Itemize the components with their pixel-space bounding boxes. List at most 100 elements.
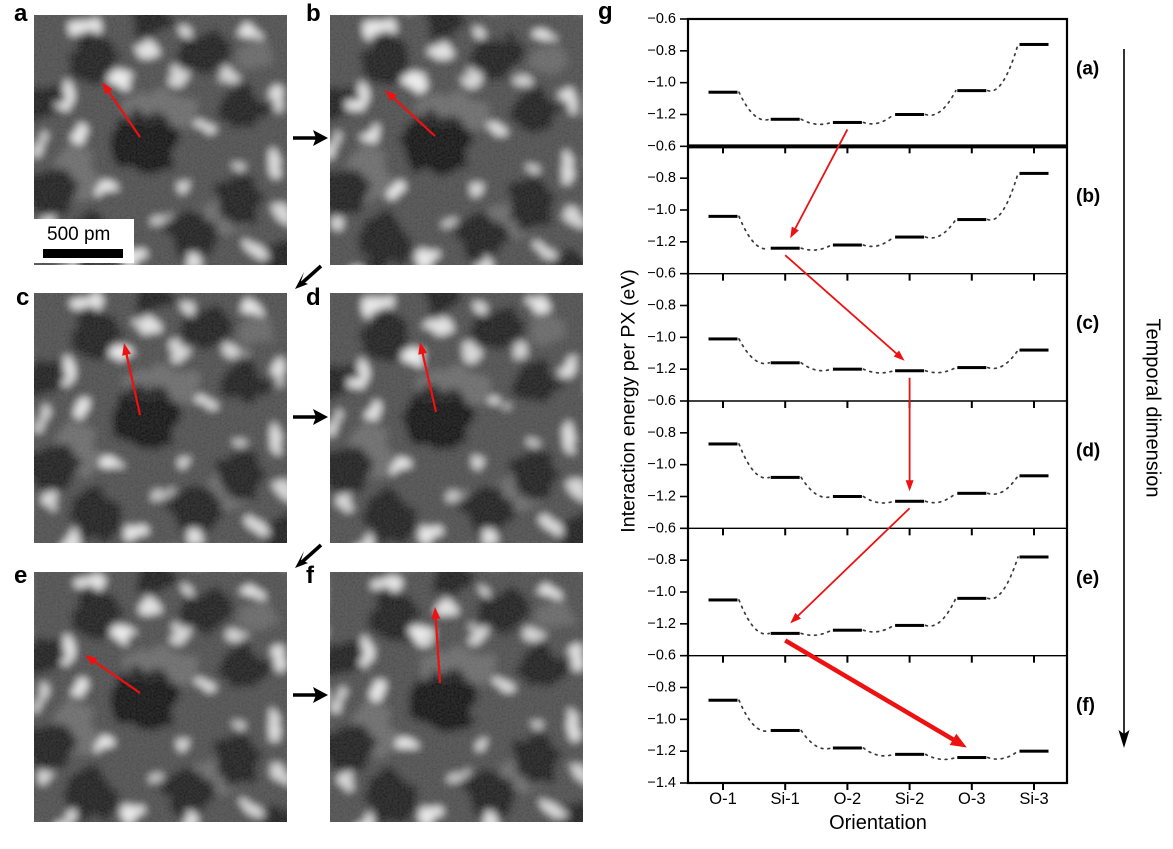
interpolation-dots — [738, 338, 771, 365]
energy-level-mark — [895, 499, 925, 503]
y-tick-label: −0.6 — [647, 266, 676, 282]
temporal-dimension-label: Temporal dimension — [1141, 318, 1164, 498]
interpolation-dots — [738, 91, 771, 121]
x-tick-label: O-1 — [709, 790, 737, 808]
y-tick-label: −0.6 — [647, 11, 676, 27]
red-arrow-head — [790, 612, 801, 624]
panel-tag: (f) — [1076, 695, 1095, 716]
energy-level-mark — [957, 491, 987, 495]
red-arrow-head — [85, 655, 98, 666]
red-arrow-shaft — [106, 89, 141, 138]
image-label-d: d — [306, 284, 321, 311]
energy-level-mark — [832, 120, 862, 124]
y-tick-label: −0.6 — [647, 520, 676, 536]
y-tick-label: −0.8 — [647, 170, 676, 186]
y-tick-label: −1.0 — [647, 75, 676, 91]
red-arrow-shaft — [784, 254, 899, 356]
afm-image-d — [330, 293, 583, 543]
y-tick-label: −1.0 — [647, 457, 676, 473]
manipulation-arrow — [122, 343, 142, 416]
x-tick-label: O-2 — [834, 790, 862, 808]
interpolation-dots — [800, 244, 833, 251]
y-tick-label: −1.2 — [647, 361, 676, 377]
y-tick-label: −0.6 — [647, 648, 676, 664]
energy-level-mark — [1019, 42, 1049, 46]
y-tick-label: −0.6 — [647, 138, 676, 154]
energy-level-mark — [770, 475, 800, 479]
y-tick-label: −1.0 — [647, 329, 676, 345]
red-arrow-shaft — [784, 638, 956, 743]
interpolation-dots — [986, 556, 1019, 600]
energy-level-mark — [895, 113, 925, 116]
afm-image-f — [330, 572, 583, 822]
interpolation-dots — [800, 118, 833, 126]
interpolation-dots — [924, 89, 957, 117]
afm-image-e — [34, 572, 287, 822]
red-arrow-head — [949, 733, 967, 748]
x-axis-title: Orientation — [829, 812, 927, 834]
panel-tag: (c) — [1076, 313, 1099, 334]
scale-bar — [43, 249, 123, 258]
y-tick-label: −1.0 — [647, 711, 676, 727]
red-arrow-shaft — [421, 351, 438, 413]
transition-arrow — [784, 638, 967, 748]
energy-level-mark — [708, 598, 738, 602]
interpolation-dots — [738, 443, 771, 479]
interpolation-dots — [800, 729, 833, 750]
energy-level-mark — [895, 369, 925, 373]
y-tick-label: −1.2 — [647, 234, 676, 250]
energy-level-mark — [1019, 474, 1049, 478]
interpolation-dots — [862, 495, 895, 504]
y-axis-title: Interaction energy per PX (eV) — [617, 269, 640, 533]
energy-level-mark — [832, 628, 862, 632]
energy-level-mark — [770, 728, 800, 732]
transition-arrow — [790, 507, 911, 624]
energy-level-mark — [957, 218, 987, 222]
red-arrow-shaft — [391, 95, 436, 137]
red-arrow-shaft — [793, 129, 849, 231]
energy-level-mark — [1019, 171, 1049, 175]
red-arrow-head — [431, 607, 441, 620]
afm-image-c — [34, 293, 287, 543]
interpolation-dots — [862, 368, 895, 374]
y-tick-label: −0.6 — [647, 393, 676, 409]
interpolation-dots — [862, 747, 895, 757]
image-label-e: e — [14, 562, 28, 589]
energy-level-mark — [708, 442, 738, 446]
energy-level-mark — [770, 631, 800, 635]
energy-level-mark — [957, 89, 987, 93]
energy-level-mark — [708, 337, 738, 341]
red-arrow-head — [905, 480, 914, 492]
red-arrow-shaft — [796, 507, 911, 618]
red-arrow-head — [418, 342, 428, 355]
interpolation-dots — [738, 215, 771, 250]
temporal-axis-arrow — [1118, 49, 1130, 748]
interpolation-dots — [800, 629, 833, 637]
red-arrow-shaft — [92, 659, 141, 694]
energy-level-mark — [957, 366, 987, 370]
scale-bar-label: 500 pm — [47, 224, 111, 245]
energy-level-mark — [832, 243, 862, 247]
y-tick-label: −1.2 — [647, 107, 676, 123]
transition-arrow — [790, 129, 849, 239]
x-tick-label: Si-1 — [771, 790, 800, 808]
transition-arrow — [905, 377, 914, 492]
image-label-f: f — [306, 562, 314, 589]
y-tick-label: −1.2 — [647, 743, 676, 759]
image-label-c: c — [16, 284, 30, 311]
energy-level-mark — [1019, 749, 1049, 753]
y-tick-label: −1.0 — [647, 584, 676, 600]
manipulation-arrow — [431, 607, 442, 684]
interpolation-dots — [924, 753, 957, 761]
interpolation-dots — [800, 361, 833, 372]
sequence-arrow-right-icon — [291, 685, 330, 705]
red-arrow-shaft — [125, 352, 142, 416]
energy-level-mark — [832, 367, 862, 371]
energy-level-mark — [832, 495, 862, 498]
panel-tag: (a) — [1076, 59, 1099, 80]
y-tick-label: −1.4 — [647, 775, 676, 791]
energy-level-mark — [832, 746, 862, 750]
red-arrow-head — [893, 350, 905, 361]
